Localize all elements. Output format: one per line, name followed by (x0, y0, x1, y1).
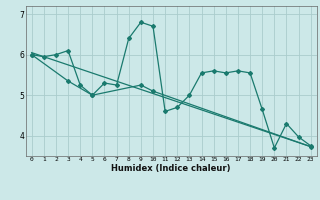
X-axis label: Humidex (Indice chaleur): Humidex (Indice chaleur) (111, 164, 231, 173)
